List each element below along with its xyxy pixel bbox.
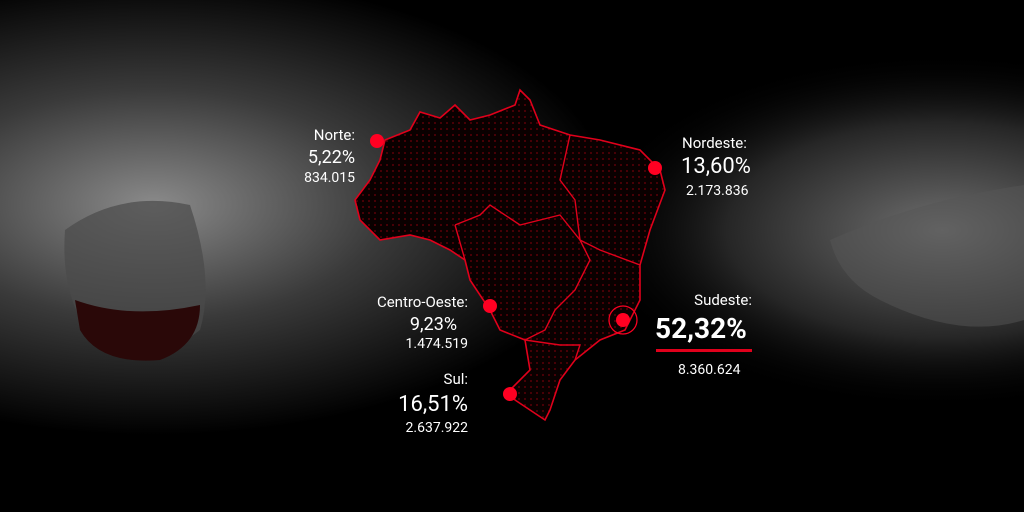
region-count: 834.015 bbox=[304, 170, 355, 186]
region-percent: 16,51% bbox=[398, 392, 468, 417]
marker-ring bbox=[608, 305, 638, 335]
marker-sudeste bbox=[616, 313, 630, 327]
region-percent: 9,23% bbox=[410, 314, 457, 335]
marker-norte bbox=[370, 134, 384, 148]
region-name: Norte: bbox=[314, 126, 355, 144]
region-border bbox=[524, 239, 591, 341]
marker-sul bbox=[503, 387, 517, 401]
underline bbox=[656, 349, 752, 352]
region-name: Nordeste: bbox=[682, 134, 747, 152]
region-count: 2.637.922 bbox=[406, 420, 469, 436]
region-name: Sul: bbox=[444, 370, 468, 388]
label-sul: Sul: 16,51% 2.637.922 bbox=[398, 370, 468, 436]
region-border bbox=[454, 204, 581, 241]
region-border bbox=[524, 339, 581, 361]
marker-nordeste bbox=[648, 161, 662, 175]
region-border bbox=[559, 134, 641, 266]
glass-right bbox=[830, 185, 1024, 327]
region-border bbox=[454, 224, 466, 261]
region-count: 8.360.624 bbox=[678, 362, 741, 378]
region-percent: 5,22% bbox=[308, 147, 355, 168]
region-name: Sudeste: bbox=[694, 291, 752, 309]
label-sudeste: Sudeste: 52,32% 8.360.624 bbox=[655, 291, 752, 378]
marker-centro-oeste bbox=[483, 299, 497, 313]
map bbox=[354, 88, 666, 422]
region-name: Centro-Oeste: bbox=[377, 293, 468, 311]
region-percent: 52,32% bbox=[655, 312, 747, 345]
region-percent: 13,60% bbox=[681, 154, 751, 179]
markers bbox=[370, 134, 662, 401]
label-nordeste: Nordeste: 13,60% 2.173.836 bbox=[681, 134, 751, 199]
label-norte: Norte: 5,22% 834.015 bbox=[304, 126, 355, 186]
region-count: 1.474.519 bbox=[406, 336, 468, 352]
region-count: 2.173.836 bbox=[686, 183, 749, 199]
label-centro-oeste: Centro-Oeste: 9,23% 1.474.519 bbox=[377, 293, 468, 352]
wine-left bbox=[75, 300, 200, 361]
